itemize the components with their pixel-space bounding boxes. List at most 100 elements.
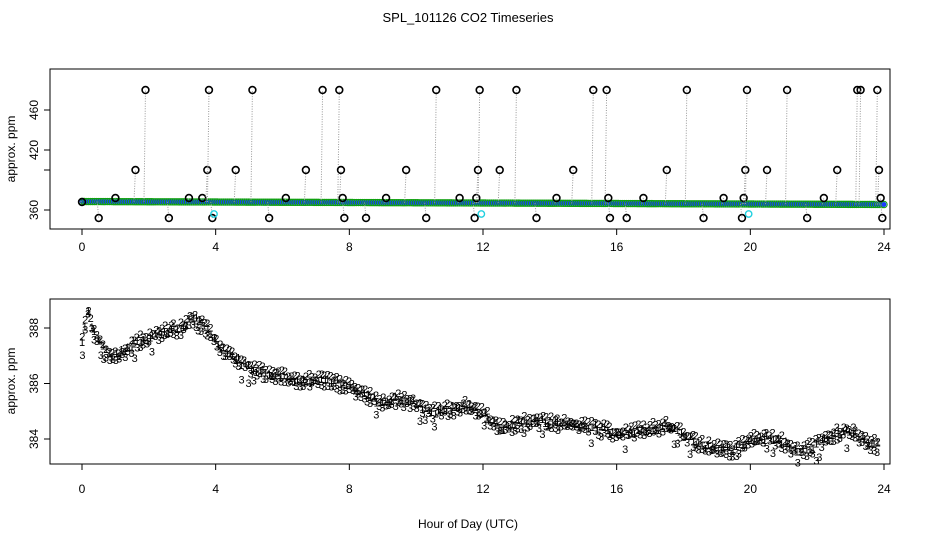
- point-symbol-1: 1: [712, 442, 718, 454]
- point-symbol-3: 3: [181, 324, 187, 336]
- point-symbol-3: 3: [319, 380, 325, 392]
- top-x-tick-label: 16: [610, 240, 624, 254]
- point-symbol-3: 3: [536, 423, 542, 435]
- outlier-point: [512, 85, 521, 95]
- point-symbol-3: 3: [588, 438, 594, 450]
- outlier-point: [639, 193, 648, 203]
- point-symbol-3: 3: [376, 401, 382, 413]
- point-symbol-1: 1: [338, 378, 344, 390]
- point-symbol-1: 1: [778, 438, 784, 450]
- point-symbol-2: 2: [156, 326, 162, 338]
- point-symbol-2: 2: [647, 419, 653, 431]
- point-symbol-1: 1: [720, 442, 726, 454]
- point-symbol-1: 1: [463, 402, 469, 414]
- point-symbol-3: 3: [242, 362, 248, 374]
- outlier-connector: [434, 89, 437, 203]
- point-symbol-1: 1: [275, 368, 281, 380]
- point-symbol-1: 1: [610, 427, 616, 439]
- point-symbol-2: 2: [430, 403, 436, 415]
- point-symbol-3: 3: [438, 411, 444, 423]
- point-symbol-3: 3: [543, 421, 549, 433]
- point-symbol-1: 1: [374, 398, 380, 410]
- point-symbol-1: 1: [794, 447, 800, 459]
- point-symbol-3: 3: [129, 348, 135, 360]
- point-symbol-3: 3: [515, 424, 521, 436]
- point-symbol-3: 3: [466, 406, 472, 418]
- outlier-connector: [664, 169, 668, 204]
- point-symbol-1: 1: [472, 402, 478, 414]
- point-symbol-3: 3: [552, 423, 558, 435]
- point-symbol-3: 3: [267, 370, 273, 382]
- cyan-point: [477, 210, 486, 218]
- point-symbol-1: 1: [810, 444, 816, 456]
- point-symbol-2: 2: [316, 369, 322, 381]
- point-symbol-2: 2: [401, 390, 407, 402]
- point-symbol-3: 3: [451, 410, 457, 422]
- outlier-connector: [765, 169, 768, 205]
- point-symbol-2: 2: [792, 441, 798, 453]
- outlier-point: [111, 193, 120, 203]
- point-symbol-1: 1: [681, 431, 687, 443]
- point-symbol-3: 3: [521, 428, 527, 440]
- point-symbol-1: 1: [147, 333, 153, 345]
- point-symbol-3: 3: [223, 351, 229, 363]
- point-symbol-2: 2: [509, 414, 515, 426]
- point-symbol-2: 2: [500, 417, 506, 429]
- point-symbol-3: 3: [616, 430, 622, 442]
- point-symbol-1: 1: [773, 433, 779, 445]
- point-symbol-1: 1: [288, 373, 294, 385]
- point-symbol-1: 1: [589, 422, 595, 434]
- point-symbol-2: 2: [189, 311, 195, 323]
- point-symbol-2: 2: [259, 361, 265, 373]
- point-symbol-3: 3: [598, 431, 604, 443]
- point-symbol-2: 2: [288, 371, 294, 383]
- point-symbol-1: 1: [730, 446, 736, 458]
- point-symbol-3: 3: [755, 436, 761, 448]
- point-symbol-3: 3: [422, 415, 428, 427]
- point-symbol-1: 1: [178, 324, 184, 336]
- point-symbol-1: 1: [208, 329, 214, 341]
- point-symbol-3: 3: [383, 400, 389, 412]
- point-symbol-2: 2: [525, 414, 531, 426]
- point-symbol-2: 2: [742, 435, 748, 447]
- point-symbol-1: 1: [307, 377, 313, 389]
- point-symbol-2: 2: [806, 436, 812, 448]
- point-symbol-3: 3: [190, 320, 196, 332]
- point-symbol-1: 1: [783, 436, 789, 448]
- point-symbol-2: 2: [337, 374, 343, 386]
- point-symbol-3: 3: [859, 437, 865, 449]
- point-symbol-2: 2: [97, 334, 103, 346]
- point-symbol-2: 2: [690, 430, 696, 442]
- point-symbol-2: 2: [834, 422, 840, 434]
- point-symbol-1: 1: [428, 407, 434, 419]
- point-symbol-1: 1: [860, 431, 866, 443]
- point-symbol-1: 1: [813, 439, 819, 451]
- outlier-point: [231, 165, 240, 175]
- bottom-x-tick-label: 4: [212, 482, 219, 496]
- point-symbol-1: 1: [798, 447, 804, 459]
- outlier-point: [141, 85, 150, 95]
- point-symbol-1: 1: [318, 374, 324, 386]
- point-symbol-1: 1: [334, 375, 340, 387]
- outlier-point: [208, 213, 217, 223]
- point-symbol-3: 3: [681, 432, 687, 444]
- point-symbol-1: 1: [542, 418, 548, 430]
- point-symbol-2: 2: [758, 431, 764, 443]
- point-symbol-2: 2: [309, 371, 315, 383]
- point-symbol-3: 3: [144, 339, 150, 351]
- point-symbol-3: 3: [865, 441, 871, 453]
- point-symbol-3: 3: [613, 432, 619, 444]
- point-symbol-2: 2: [684, 430, 690, 442]
- outlier-point: [742, 85, 752, 95]
- point-symbol-1: 1: [220, 343, 226, 355]
- point-symbol-2: 2: [585, 417, 591, 429]
- point-symbol-1: 1: [784, 438, 790, 450]
- point-symbol-2: 2: [140, 332, 146, 344]
- outlier-connector: [858, 89, 862, 205]
- point-symbol-3: 3: [823, 436, 829, 448]
- outlier-connector: [404, 169, 407, 203]
- point-symbol-3: 3: [837, 433, 843, 445]
- outlier-point: [470, 213, 479, 223]
- top-x-tick-label: 0: [79, 240, 86, 254]
- point-symbol-3: 3: [119, 349, 125, 361]
